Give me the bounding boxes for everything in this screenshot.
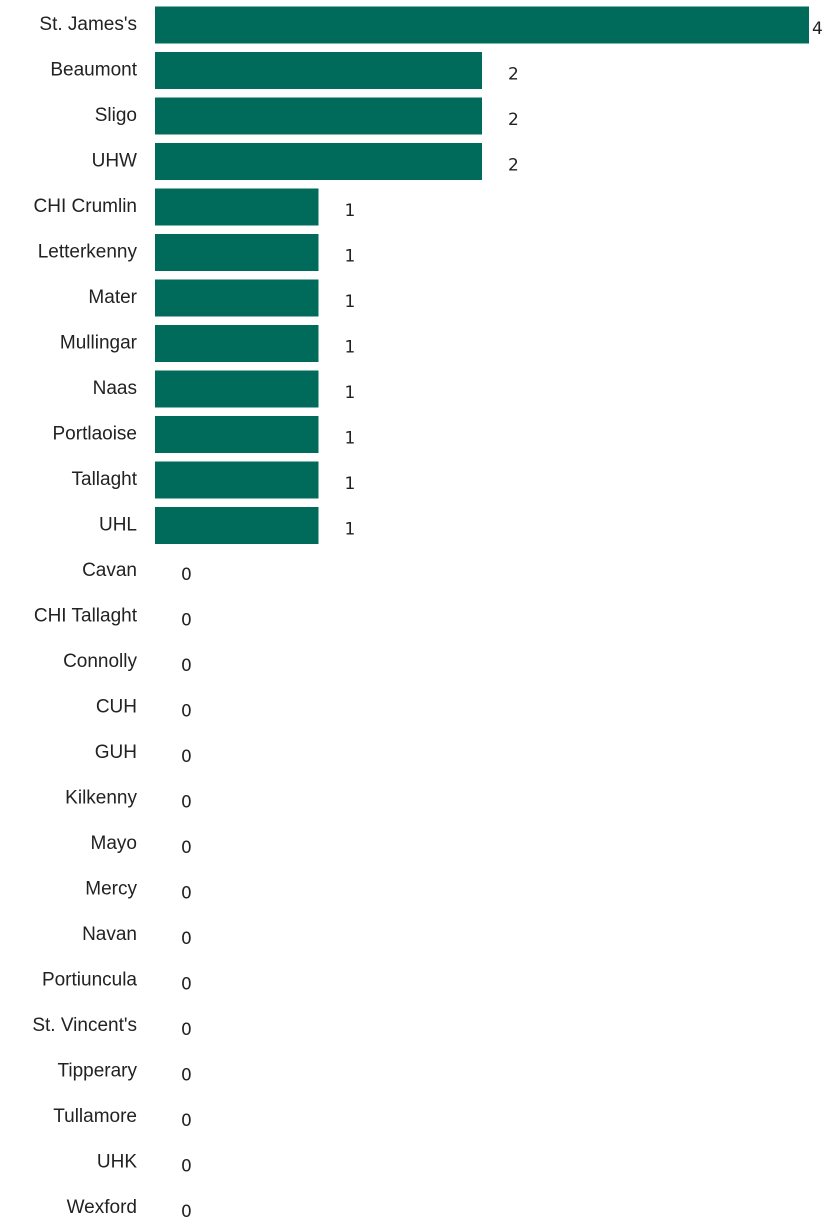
value-label: 0 bbox=[181, 1202, 192, 1222]
value-label: 0 bbox=[181, 929, 192, 949]
value-label: 0 bbox=[181, 656, 192, 676]
value-label: 0 bbox=[181, 1157, 192, 1177]
category-label: Portiuncula bbox=[42, 970, 137, 991]
category-label: Naas bbox=[93, 378, 137, 399]
category-label: Mercy bbox=[85, 879, 137, 900]
category-label: CHI Tallaght bbox=[34, 606, 138, 627]
value-label: 1 bbox=[345, 520, 356, 540]
value-label: 1 bbox=[345, 474, 356, 494]
bar bbox=[155, 188, 319, 226]
category-label: Letterkenny bbox=[38, 242, 138, 263]
category-label: UHK bbox=[97, 1152, 137, 1173]
category-label: Sligo bbox=[95, 105, 137, 126]
category-label: Wexford bbox=[67, 1197, 137, 1218]
category-label: Tallaght bbox=[72, 469, 138, 490]
value-label: 1 bbox=[345, 247, 356, 267]
value-label: 1 bbox=[345, 201, 356, 221]
value-label: 1 bbox=[345, 429, 356, 449]
value-label: 4 bbox=[812, 19, 822, 39]
bar bbox=[155, 507, 319, 544]
bar bbox=[155, 234, 319, 271]
value-label: 0 bbox=[181, 1020, 192, 1040]
category-label: Portlaoise bbox=[53, 424, 138, 445]
category-label: Kilkenny bbox=[65, 788, 137, 809]
bar bbox=[155, 461, 319, 499]
value-label: 0 bbox=[181, 884, 192, 904]
category-label: Navan bbox=[82, 924, 137, 945]
value-label: 0 bbox=[181, 1066, 192, 1086]
value-label: 0 bbox=[181, 611, 192, 631]
value-label: 2 bbox=[508, 65, 519, 85]
category-label: GUH bbox=[95, 742, 137, 763]
value-label: 0 bbox=[181, 565, 192, 585]
category-label: Tipperary bbox=[57, 1061, 137, 1082]
category-label: Cavan bbox=[82, 560, 137, 581]
category-label: St. Vincent's bbox=[32, 1015, 137, 1036]
value-label: 0 bbox=[181, 793, 192, 813]
category-label: St. James's bbox=[39, 14, 137, 35]
category-label: Tullamore bbox=[53, 1106, 137, 1127]
bar bbox=[155, 370, 319, 408]
value-label: 0 bbox=[181, 838, 192, 858]
category-label: UHW bbox=[92, 151, 137, 172]
value-label: 2 bbox=[508, 110, 519, 130]
category-label: UHL bbox=[99, 515, 137, 536]
category-label: CUH bbox=[96, 697, 137, 718]
bar bbox=[155, 52, 482, 89]
bar bbox=[155, 97, 482, 135]
category-label: Connolly bbox=[63, 651, 137, 672]
category-label: Beaumont bbox=[50, 60, 137, 81]
value-label: 0 bbox=[181, 747, 192, 767]
value-label: 1 bbox=[345, 383, 356, 403]
category-label: Mayo bbox=[91, 833, 137, 854]
bar bbox=[155, 143, 482, 180]
value-label: 0 bbox=[181, 1111, 192, 1131]
value-label: 0 bbox=[181, 702, 192, 722]
bar bbox=[155, 416, 319, 453]
bar bbox=[155, 279, 319, 317]
value-label: 1 bbox=[345, 292, 356, 312]
value-label: 2 bbox=[508, 156, 519, 176]
category-label: Mater bbox=[88, 287, 137, 308]
bar bbox=[155, 325, 319, 362]
category-label: CHI Crumlin bbox=[34, 196, 137, 217]
category-label: Mullingar bbox=[60, 333, 138, 354]
value-label: 0 bbox=[181, 975, 192, 995]
bar bbox=[155, 6, 809, 44]
value-label: 1 bbox=[345, 338, 356, 358]
